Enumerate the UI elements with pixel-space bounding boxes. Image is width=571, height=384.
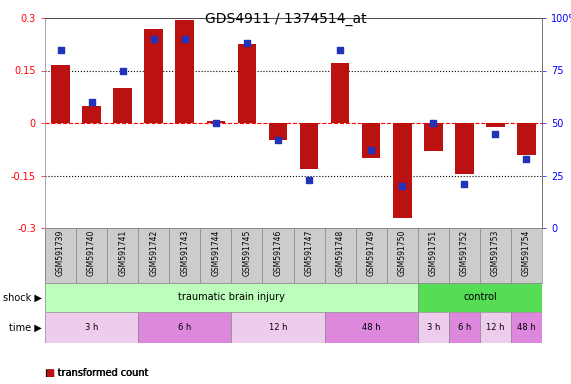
Bar: [362, 123, 380, 158]
Text: shock ▶: shock ▶: [3, 293, 42, 303]
Text: GSM591740: GSM591740: [87, 230, 96, 276]
Text: 48 h: 48 h: [362, 323, 380, 332]
Text: GSM591741: GSM591741: [118, 230, 127, 276]
Bar: [418, 312, 449, 343]
Bar: [175, 20, 194, 123]
Bar: [45, 312, 138, 343]
Text: 12 h: 12 h: [486, 323, 505, 332]
Text: GSM591743: GSM591743: [180, 230, 189, 276]
Text: 6 h: 6 h: [178, 323, 191, 332]
Bar: [138, 312, 231, 343]
Text: ■ transformed count: ■ transformed count: [45, 368, 148, 378]
Bar: [231, 228, 263, 283]
Bar: [480, 228, 511, 283]
Point: [429, 120, 438, 126]
Point: [522, 156, 531, 162]
Bar: [113, 88, 132, 123]
Bar: [300, 123, 319, 169]
Bar: [263, 228, 293, 283]
Point: [118, 68, 127, 74]
Text: GSM591742: GSM591742: [149, 230, 158, 276]
Text: 48 h: 48 h: [517, 323, 536, 332]
Bar: [331, 63, 349, 123]
Bar: [207, 121, 225, 123]
Bar: [268, 123, 287, 140]
Point: [149, 36, 158, 42]
Bar: [324, 228, 356, 283]
Text: GSM591753: GSM591753: [491, 230, 500, 276]
Bar: [324, 312, 418, 343]
Text: GSM591747: GSM591747: [304, 230, 313, 276]
Point: [274, 137, 283, 143]
Bar: [138, 228, 169, 283]
Text: ■: ■: [45, 368, 54, 378]
Bar: [231, 312, 324, 343]
Text: 3 h: 3 h: [427, 323, 440, 332]
Point: [242, 40, 251, 46]
Text: GSM591746: GSM591746: [274, 230, 283, 276]
Bar: [356, 228, 387, 283]
Bar: [455, 123, 474, 174]
Bar: [511, 312, 542, 343]
Text: GSM591751: GSM591751: [429, 230, 438, 276]
Point: [336, 46, 345, 53]
Text: GSM591754: GSM591754: [522, 230, 531, 276]
Bar: [517, 123, 536, 154]
Bar: [449, 312, 480, 343]
Text: GSM591739: GSM591739: [56, 230, 65, 276]
Text: GSM591749: GSM591749: [367, 230, 376, 276]
Bar: [511, 228, 542, 283]
Bar: [424, 123, 443, 151]
Bar: [82, 106, 101, 123]
Point: [460, 181, 469, 187]
Text: GSM591752: GSM591752: [460, 230, 469, 276]
Point: [397, 183, 407, 189]
Bar: [200, 228, 231, 283]
Text: GSM591748: GSM591748: [336, 230, 344, 276]
Text: traumatic brain injury: traumatic brain injury: [178, 293, 285, 303]
Bar: [45, 228, 76, 283]
Bar: [293, 228, 324, 283]
Bar: [486, 123, 505, 127]
Bar: [418, 283, 542, 312]
Point: [180, 36, 190, 42]
Point: [211, 120, 220, 126]
Bar: [387, 228, 418, 283]
Bar: [144, 28, 163, 123]
Bar: [238, 44, 256, 123]
Text: 3 h: 3 h: [85, 323, 98, 332]
Text: GDS4911 / 1374514_at: GDS4911 / 1374514_at: [204, 12, 367, 25]
Bar: [107, 228, 138, 283]
Text: GSM591744: GSM591744: [211, 230, 220, 276]
Text: 6 h: 6 h: [457, 323, 471, 332]
Bar: [169, 228, 200, 283]
Bar: [51, 65, 70, 123]
Point: [56, 46, 65, 53]
Point: [304, 177, 313, 183]
Text: 12 h: 12 h: [269, 323, 287, 332]
Bar: [480, 312, 511, 343]
Bar: [76, 228, 107, 283]
Point: [491, 131, 500, 137]
Text: time ▶: time ▶: [9, 323, 42, 333]
Point: [87, 99, 96, 105]
Bar: [449, 228, 480, 283]
Bar: [393, 123, 412, 217]
Text: transformed count: transformed count: [58, 368, 148, 378]
Bar: [45, 283, 418, 312]
Bar: [418, 228, 449, 283]
Text: GSM591750: GSM591750: [398, 230, 407, 276]
Text: control: control: [463, 293, 497, 303]
Text: GSM591745: GSM591745: [243, 230, 251, 276]
Point: [367, 147, 376, 153]
